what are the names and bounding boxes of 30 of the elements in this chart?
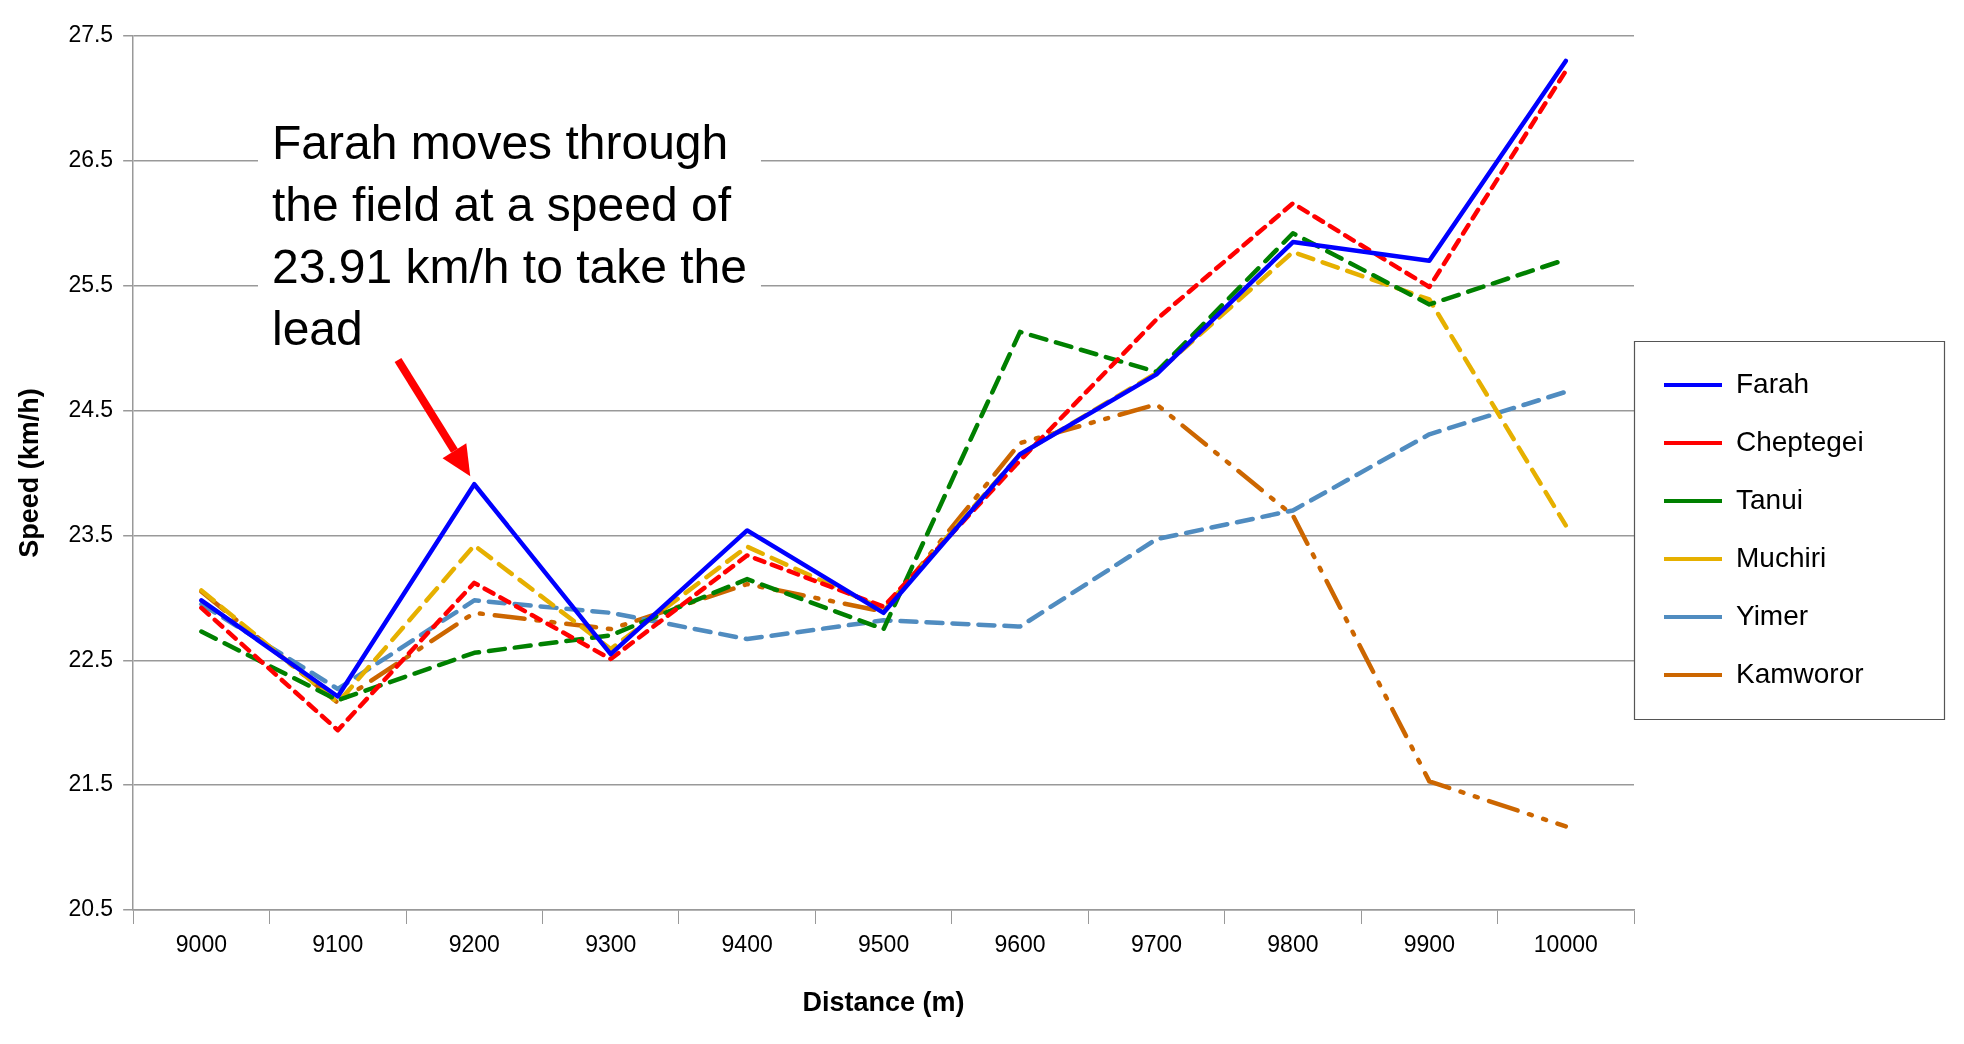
y-tick-label: 26.5 <box>68 146 114 173</box>
x-tick-label: 9300 <box>585 931 637 958</box>
line-series <box>199 402 1569 829</box>
line-series <box>199 389 1569 692</box>
x-tick-label: 9500 <box>858 931 910 958</box>
legend-label: Tanui <box>1736 483 1803 515</box>
y-tick-label: 20.5 <box>68 895 114 922</box>
x-tick-label: 9100 <box>312 931 364 958</box>
y-tick-label: 23.5 <box>68 520 114 547</box>
legend-label: Yimer <box>1736 599 1809 631</box>
y-tick-label: 27.5 <box>68 21 114 48</box>
x-tick-label: 9000 <box>175 931 227 958</box>
x-tick-label: 9200 <box>448 931 500 958</box>
legend-label: Cheptegei <box>1736 425 1864 457</box>
y-axis-title: Speed (km/h) <box>13 388 44 558</box>
legend-label: Kamworor <box>1736 657 1864 689</box>
x-tick-label: 9400 <box>721 931 773 958</box>
y-tick-label: 21.5 <box>68 770 114 797</box>
legend-label: Muchiri <box>1736 541 1827 573</box>
x-tick-label: 9800 <box>1267 931 1319 958</box>
annotation: Farah moves through the field at a speed of 23.91 km/h to take the lead <box>272 116 747 356</box>
legend-label: Farah <box>1736 367 1810 399</box>
y-tick-label: 24.5 <box>68 395 114 422</box>
y-tick-label: 25.5 <box>68 271 114 298</box>
x-axis-title: Distance (m) <box>802 987 965 1018</box>
y-tick-label: 22.5 <box>68 645 114 672</box>
x-tick-label: 10000 <box>1533 931 1598 958</box>
x-tick-label: 9700 <box>1130 931 1183 958</box>
x-tick-label: 9600 <box>994 931 1046 958</box>
x-tick-label: 9900 <box>1403 931 1455 958</box>
